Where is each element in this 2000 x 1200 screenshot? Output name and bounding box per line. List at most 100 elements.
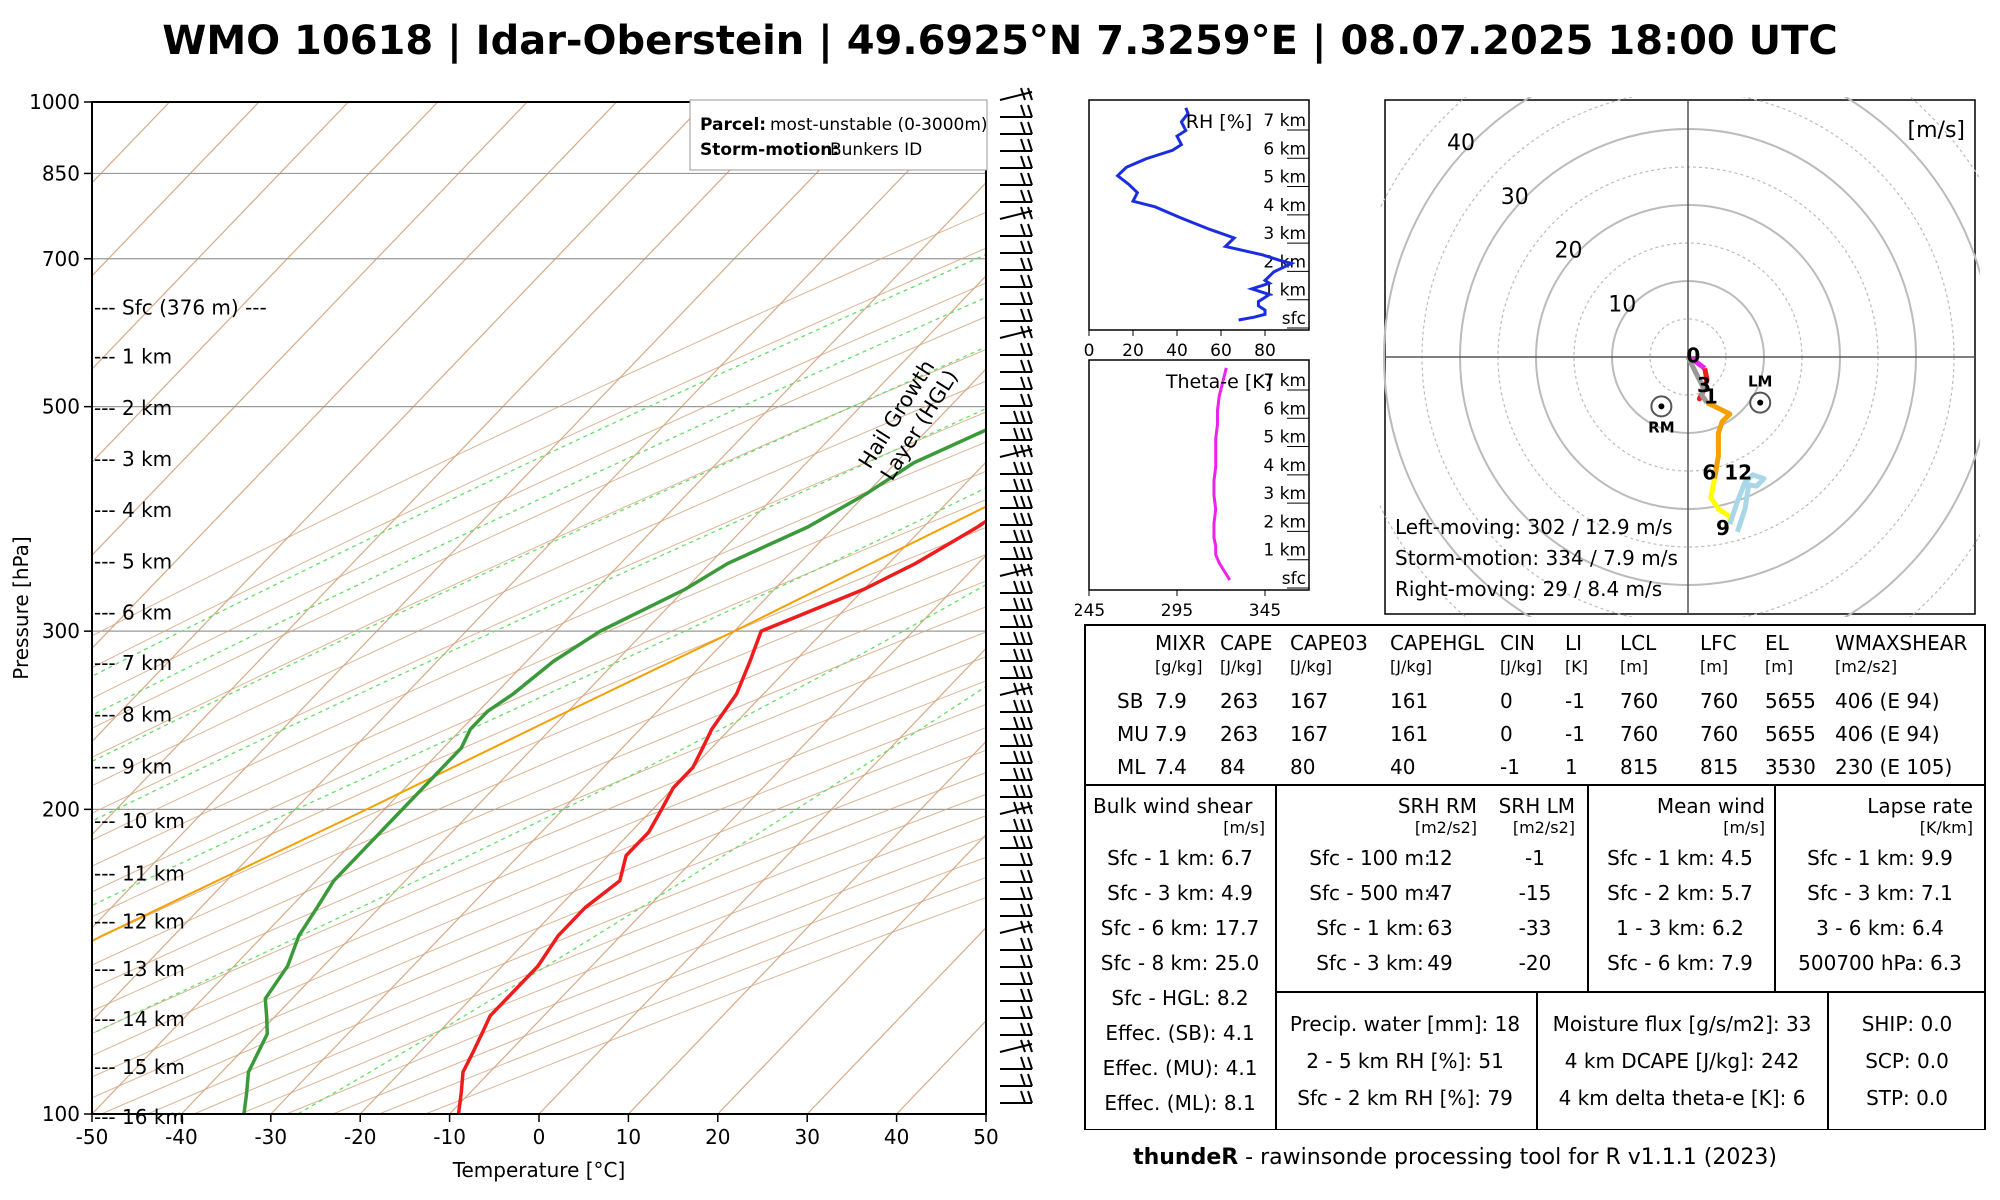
wind-barb-feather: [1027, 104, 1033, 118]
isotherm: [92, 102, 617, 650]
mean-wind-row: 1 - 3 km: 6.2: [1616, 916, 1744, 940]
height-label: --- 6 km: [94, 601, 172, 625]
param-unit: [J/kg]: [1500, 657, 1542, 676]
wind-barb-feather: [1027, 1039, 1033, 1053]
wind-barb-feather: [1020, 563, 1026, 577]
parcel-legend: Parcel: most-unstable (0-3000m) Storm-mo…: [689, 99, 988, 171]
x-tick-label: 40: [1166, 341, 1188, 361]
height-label: --- 7 km: [94, 651, 172, 675]
dry-adiabat: [92, 554, 986, 942]
wind-barb-feather: [1013, 478, 1019, 492]
wind-barb-feather: [1027, 784, 1033, 798]
wind-barb-feather: [1020, 648, 1026, 662]
footer-text: - rawinsonde processing tool for R v1.1.…: [1238, 1145, 1777, 1170]
param-cell: 3530: [1765, 755, 1816, 779]
wind-barb-feather: [1013, 427, 1019, 441]
isotherm: [92, 102, 260, 277]
height-label: 3 km: [1263, 224, 1306, 244]
wind-barb-feather: [1020, 155, 1026, 169]
wind-barb-shaft: [999, 924, 1033, 934]
param-cell: -1: [1565, 722, 1585, 746]
wind-barb-feather: [1027, 580, 1033, 594]
height-label: 7 km: [1263, 111, 1306, 131]
isotherm: [627, 740, 986, 1114]
wind-barb-feather: [1027, 189, 1033, 203]
param-cell: 1: [1565, 755, 1578, 779]
wind-barb-feather: [1013, 461, 1019, 475]
height-label: --- 12 km: [94, 910, 185, 934]
wind-barb-feather: [1027, 631, 1033, 645]
moist-adiabat: [92, 486, 986, 907]
height-label: --- 11 km: [94, 862, 185, 886]
wind-barb-feather: [1013, 410, 1019, 424]
height-label: --- 1 km: [94, 345, 172, 369]
wind-barb-feather: [1020, 750, 1026, 764]
wind-barb-feather: [1027, 563, 1033, 577]
param-row-label: ML: [1117, 755, 1146, 779]
wind-barb-feather: [1020, 954, 1026, 968]
wind-barb-feather: [1013, 767, 1019, 781]
param-header: CAPEHGL: [1390, 631, 1485, 655]
dry-adiabat: [92, 316, 986, 729]
hodograph: 10 20 30 40 [m/s] 0 31 6 12 9 RM LM Left-moving: 302…: [1380, 97, 1980, 617]
wind-barb-feather: [1027, 733, 1033, 747]
wind-barb-feather: [1027, 376, 1033, 390]
y-tick-label: 500: [42, 395, 80, 419]
param-unit: [m]: [1620, 657, 1648, 676]
wind-barb-feather: [1013, 580, 1019, 594]
height-label: --- 8 km: [94, 702, 172, 726]
bulk-shear-row: Effec. (SB): 4.1: [1105, 1021, 1254, 1045]
param-header: LI: [1565, 631, 1582, 655]
legend-storm-value: Bunkers ID: [830, 140, 922, 160]
isotherm: [92, 102, 886, 929]
wind-barb-feather: [1020, 104, 1026, 118]
wind-barb-feather: [1027, 512, 1033, 526]
dry-adiabat: [92, 211, 986, 637]
wind-barb-feather: [1020, 121, 1026, 135]
dry-adiabat: [92, 526, 986, 918]
isotherm: [717, 833, 986, 1114]
wind-barb-feather: [1027, 359, 1033, 373]
wind-barb-feather: [1027, 903, 1033, 917]
wind-barb-shaft: [999, 91, 1033, 101]
bulk-shear-row: Effec. (ML): 8.1: [1104, 1091, 1255, 1115]
wind-barb-feather: [1027, 1022, 1033, 1036]
isotherm: [449, 554, 986, 1114]
wind-barbs: [999, 87, 1033, 1104]
wind-barb-feather: [1020, 138, 1026, 152]
param-cell: 161: [1390, 722, 1428, 746]
wind-barb-feather: [1013, 784, 1019, 798]
wind-barb-feather: [1027, 427, 1033, 441]
wind-barb-feather: [1020, 920, 1026, 934]
x-tick-label: 0: [1084, 341, 1095, 361]
param-cell: 40: [1390, 755, 1415, 779]
wind-barb-feather: [1020, 903, 1026, 917]
bulk-shear-row: Sfc - 3 km: 4.9: [1107, 881, 1253, 905]
isotherm: [806, 926, 986, 1114]
dry-adiabat: [92, 470, 986, 867]
wind-barb-feather: [1013, 733, 1019, 747]
mean-wind-title: Mean wind: [1657, 794, 1765, 818]
height-mark: 1: [1704, 385, 1718, 409]
height-label: 7 km: [1263, 371, 1306, 391]
mean-wind-row: Sfc - 6 km: 7.9: [1607, 951, 1753, 975]
ring-label: 10: [1608, 292, 1636, 317]
bulk-shear-row: Sfc - 1 km: 6.7: [1107, 846, 1253, 870]
height-label: --- 5 km: [94, 549, 172, 573]
srh-rm-value: 49: [1427, 951, 1452, 975]
param-header: CAPE: [1220, 631, 1272, 655]
dewpoint-curve: [242, 428, 986, 1114]
param-cell: 406 (E 94): [1835, 689, 1940, 713]
srh-lm-value: -1: [1525, 846, 1545, 870]
wind-barb-feather: [1013, 495, 1019, 509]
x-tick-label: -20: [344, 1125, 377, 1149]
isotherm: [180, 275, 986, 1114]
ring-label: 20: [1555, 239, 1583, 264]
param-cell: 7.9: [1155, 689, 1187, 713]
srh-rm-value: 63: [1427, 916, 1452, 940]
isotherm: [92, 102, 528, 557]
wind-barb-feather: [1027, 121, 1033, 135]
mean-wind-row: Sfc - 1 km: 4.5: [1607, 846, 1753, 870]
moist-adiabat: [92, 407, 986, 822]
param-cell: 230 (E 105): [1835, 755, 1952, 779]
